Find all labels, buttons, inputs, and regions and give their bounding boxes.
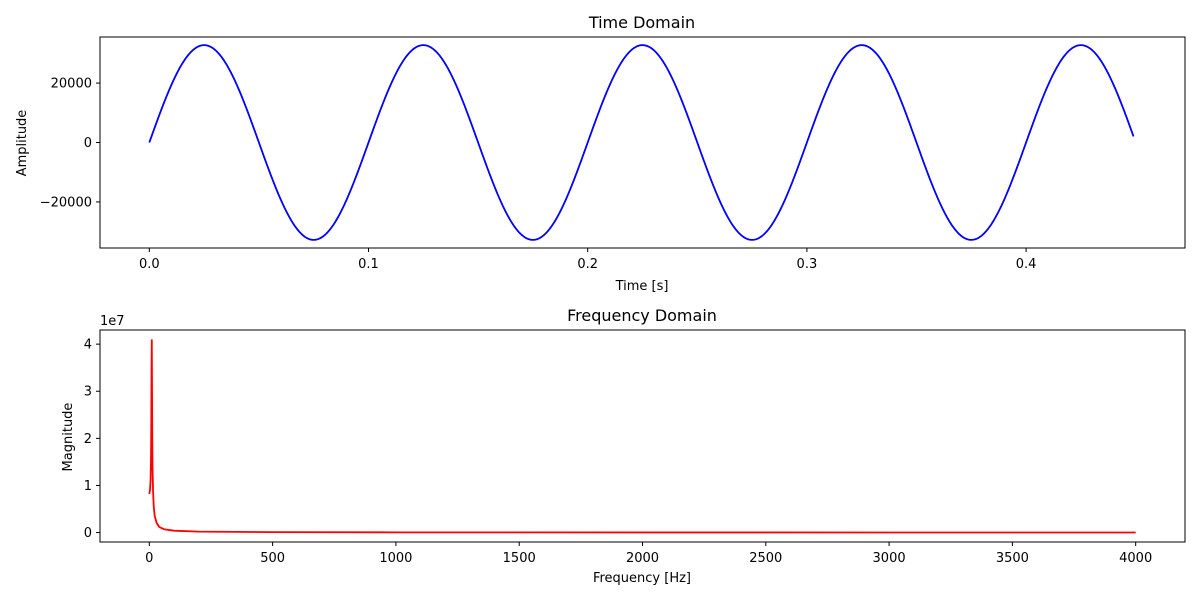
frequency-domain-chart: Frequency Domain 1e7 0 500 1000 1500 2000 250…	[61, 306, 1186, 586]
frequency-domain-y-tick-label: 0	[84, 526, 92, 541]
frequency-domain-axes-frame	[99, 329, 1186, 543]
time-domain-y-ticks: −20000 0 20000	[40, 77, 100, 210]
frequency-domain-x-tick-label: 4000	[1119, 551, 1152, 566]
time-domain-x-ticks: 0.0 0.1 0.2 0.3 0.4	[139, 248, 1036, 272]
frequency-domain-x-label: Frequency [Hz]	[593, 571, 691, 586]
time-domain-y-tick-label: 20000	[51, 77, 92, 92]
frequency-domain-x-tick-label: 2500	[749, 551, 782, 566]
frequency-domain-y-tick-label: 2	[84, 432, 92, 447]
frequency-domain-y-tick-label: 4	[84, 338, 92, 353]
time-domain-x-tick-label: 0.1	[358, 257, 379, 272]
time-domain-y-tick-label: −20000	[40, 195, 92, 210]
time-domain-chart: Time Domain 0.0 0.1 0.2 0.3 0.4 −20000 0 20000…	[15, 13, 1186, 294]
frequency-domain-title: Frequency Domain	[567, 306, 717, 325]
frequency-domain-x-tick-label: 3500	[996, 551, 1029, 566]
time-domain-x-tick-label: 0.3	[797, 257, 818, 272]
frequency-domain-y-tick-label: 1	[84, 479, 92, 494]
frequency-domain-offset-text: 1e7	[100, 314, 125, 329]
time-domain-x-tick-label: 0.4	[1016, 257, 1037, 272]
frequency-domain-x-tick-label: 2000	[626, 551, 659, 566]
frequency-domain-x-ticks: 0 500 1000 1500 2000 2500 3000 3500 4000	[145, 542, 1152, 566]
time-domain-axes-frame	[99, 36, 1186, 249]
time-domain-x-tick-label: 0.2	[577, 257, 598, 272]
frequency-domain-x-tick-label: 1500	[503, 551, 536, 566]
time-domain-x-tick-label: 0.0	[139, 257, 160, 272]
frequency-domain-x-tick-label: 500	[260, 551, 285, 566]
time-domain-x-label: Time [s]	[615, 279, 669, 294]
time-domain-y-tick-label: 0	[84, 136, 92, 151]
time-domain-title: Time Domain	[588, 13, 695, 32]
time-domain-series-line	[148, 44, 1135, 241]
frequency-domain-y-label: Magnitude	[61, 403, 76, 472]
frequency-domain-x-tick-label: 3000	[873, 551, 906, 566]
frequency-domain-x-tick-label: 0	[145, 551, 153, 566]
frequency-domain-y-tick-label: 3	[84, 385, 92, 400]
frequency-domain-x-tick-label: 1000	[379, 551, 412, 566]
time-domain-y-label: Amplitude	[15, 110, 30, 177]
frequency-domain-y-ticks: 0 1 2 3 4	[84, 338, 100, 541]
frequency-domain-series-line	[148, 339, 1136, 534]
